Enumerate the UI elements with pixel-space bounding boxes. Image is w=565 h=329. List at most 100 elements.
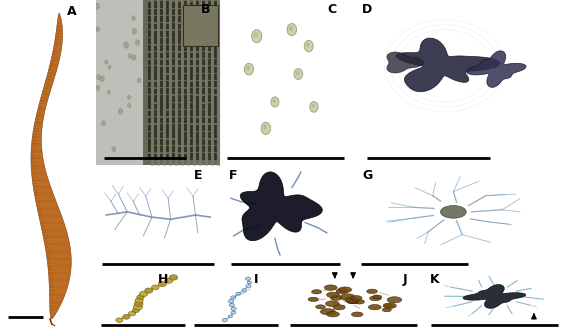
Bar	[202, 52, 205, 58]
Bar	[172, 23, 175, 29]
Bar	[160, 1, 163, 8]
Circle shape	[236, 292, 240, 295]
Circle shape	[304, 40, 313, 52]
Circle shape	[325, 301, 339, 307]
Circle shape	[132, 308, 140, 313]
Bar	[166, 111, 169, 116]
Bar	[166, 124, 169, 131]
Bar	[154, 46, 157, 51]
Bar	[208, 53, 211, 58]
Bar	[196, 96, 199, 102]
Bar	[172, 52, 175, 58]
Bar	[208, 44, 211, 51]
Bar	[172, 37, 175, 44]
Circle shape	[128, 54, 132, 58]
Bar	[166, 88, 169, 94]
Bar	[148, 111, 151, 116]
Bar	[196, 60, 199, 65]
Circle shape	[112, 146, 116, 152]
Bar	[208, 60, 211, 65]
Bar	[214, 140, 216, 145]
Bar	[160, 124, 163, 131]
Bar	[184, 132, 187, 138]
Bar	[154, 66, 157, 73]
Bar	[178, 2, 181, 8]
Bar	[190, 110, 193, 116]
Circle shape	[135, 40, 140, 45]
Circle shape	[383, 308, 392, 312]
Circle shape	[295, 71, 299, 75]
Circle shape	[158, 282, 166, 287]
Bar	[196, 81, 199, 87]
Bar	[196, 66, 199, 73]
Polygon shape	[467, 51, 526, 88]
Circle shape	[331, 295, 342, 300]
Circle shape	[327, 312, 340, 317]
Circle shape	[247, 281, 251, 284]
Bar	[214, 131, 216, 138]
Circle shape	[135, 298, 143, 303]
Circle shape	[271, 97, 279, 107]
Circle shape	[231, 307, 236, 310]
Circle shape	[128, 103, 131, 108]
Bar	[214, 102, 216, 109]
Bar	[166, 95, 169, 102]
Bar	[202, 37, 205, 44]
Bar	[154, 82, 157, 87]
Circle shape	[228, 315, 232, 318]
Bar	[178, 53, 181, 58]
Bar	[160, 154, 163, 160]
Bar	[184, 154, 187, 160]
Bar	[178, 131, 181, 138]
Bar	[196, 53, 199, 58]
Bar	[148, 23, 151, 29]
Bar	[178, 124, 181, 131]
Bar	[166, 23, 169, 29]
Bar	[154, 52, 157, 58]
Circle shape	[133, 304, 142, 310]
Bar	[148, 145, 151, 152]
Bar	[184, 146, 187, 152]
Bar	[172, 74, 175, 80]
Bar	[160, 139, 163, 145]
Bar	[166, 38, 169, 44]
Bar	[178, 138, 181, 145]
Bar	[160, 31, 163, 37]
Bar	[184, 124, 187, 131]
Bar	[202, 104, 205, 109]
Bar	[172, 110, 175, 116]
Circle shape	[229, 303, 234, 307]
Bar	[154, 31, 157, 37]
Circle shape	[228, 300, 234, 303]
Bar	[178, 73, 181, 80]
Bar	[160, 118, 163, 123]
Bar	[172, 153, 175, 160]
Bar	[148, 154, 151, 160]
Bar	[184, 74, 187, 80]
Circle shape	[254, 32, 258, 38]
Bar	[178, 30, 181, 37]
Bar	[190, 153, 193, 160]
Bar	[148, 88, 151, 94]
Bar	[196, 118, 199, 123]
Bar	[208, 95, 211, 102]
Bar	[166, 1, 169, 8]
Circle shape	[134, 301, 143, 307]
Bar	[214, 109, 216, 116]
Bar	[154, 146, 157, 152]
Bar	[154, 10, 157, 15]
Bar	[148, 45, 151, 51]
Bar	[208, 66, 211, 73]
Text: I: I	[254, 273, 259, 286]
Bar	[148, 132, 151, 138]
Circle shape	[354, 299, 364, 304]
Bar	[172, 82, 175, 87]
Bar	[178, 103, 181, 109]
Bar	[166, 60, 169, 65]
Circle shape	[246, 285, 251, 288]
Bar	[208, 146, 211, 152]
Bar	[178, 67, 181, 73]
Bar	[184, 38, 187, 44]
Bar	[184, 45, 187, 51]
Bar	[148, 9, 151, 15]
